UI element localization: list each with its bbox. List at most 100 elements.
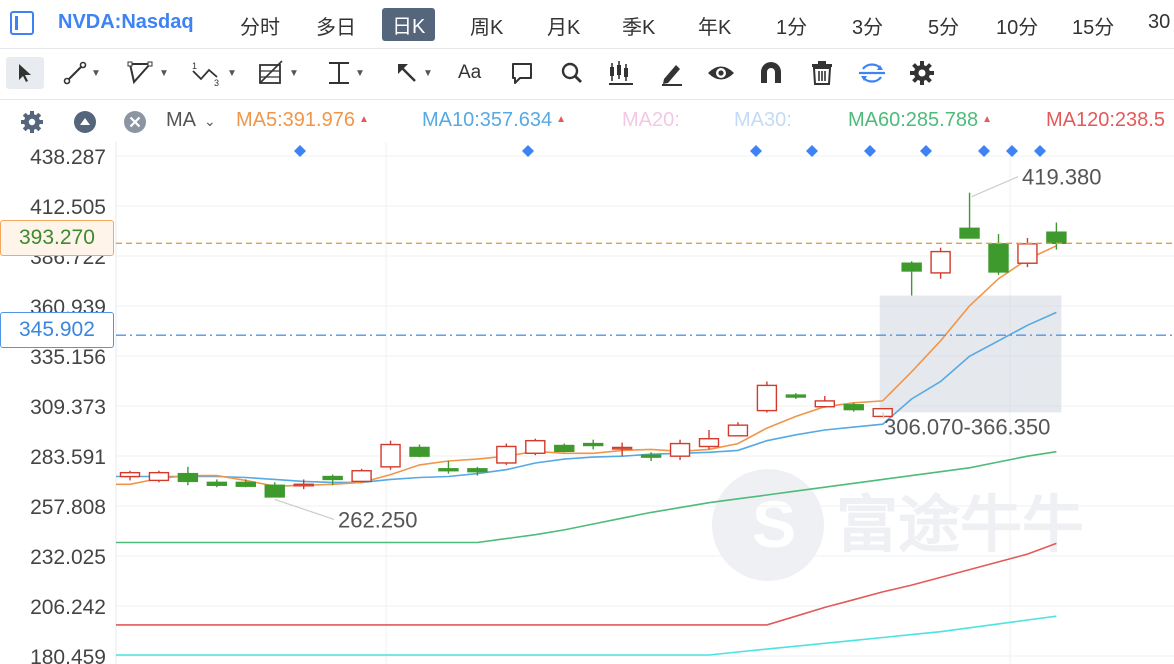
fibonacci-tool-icon[interactable]: ▼ [256,57,299,89]
sync-icon[interactable] [856,57,888,89]
cursor-icon[interactable] [6,57,44,89]
eye-icon[interactable] [706,57,736,89]
trash-icon[interactable] [808,57,836,89]
candle-down [322,475,343,481]
collapse-up-icon[interactable] [72,106,98,138]
magnet-icon[interactable] [756,57,786,89]
line-tool-icon[interactable]: ▼ [62,57,101,89]
stock-symbol[interactable]: NVDA:Nasdaq [58,11,194,33]
tab-weekly-k[interactable]: 周K [470,17,504,39]
ma10-line [116,311,1057,484]
candle-down [785,394,807,398]
tab-15min[interactable]: 15分 [1072,17,1115,39]
y-tick-label: 180.459 [30,646,106,664]
range-label: 306.070-366.350 [884,414,1050,439]
tab-yearly-k[interactable]: 年K [698,17,732,39]
candle-up [351,470,372,483]
search-icon[interactable] [558,57,586,89]
candle-up [930,250,951,274]
gear-icon[interactable] [908,57,936,89]
ma250-line [116,615,1057,656]
event-marker [1034,145,1046,157]
candle-up [293,483,314,487]
candle-up [727,424,749,437]
wave-tool-icon[interactable]: 1 3 ▼ [192,61,237,87]
candle-down [206,481,228,486]
chart-panel-icon[interactable] [10,11,34,35]
comment-icon[interactable] [508,57,536,89]
indicator-icon[interactable] [606,57,636,89]
tab-daily-k[interactable]: 日K [382,8,436,41]
candle-down [1046,231,1067,245]
candle-down [583,442,604,447]
candle-down [843,404,864,411]
tab-5min[interactable]: 5分 [928,17,960,39]
text-tool-icon[interactable]: Aa [458,62,482,83]
range-highlight [879,295,1062,413]
y-tick-label: 412.505 [30,196,106,219]
candle-down [438,468,459,472]
reference-price-tag: 345.902 [0,312,114,348]
event-marker [806,145,818,157]
candle-up [380,443,401,468]
ma5-value[interactable]: MA5:391.976 ▲ [236,109,369,131]
drawing-toolbar: ▼ ▼ 1 3 ▼ ▼ ▼ ▼ Aa [0,49,1174,100]
tab-multi-day[interactable]: 多日 [316,17,356,39]
tab-10min[interactable]: 10分 [996,17,1039,39]
up-triangle-icon: ▲ [358,114,369,125]
chart-overlays: 419.380 262.250 306.070-366.350 [116,145,1174,532]
candlestick-chart[interactable]: S 富途牛牛 438.287412.505386.722360.939335.1… [0,142,1174,664]
period-tab-bar: NVDA:Nasdaq 分时 多日 日K 周K 月K 季K 年K 1分 3分 5… [0,0,1174,49]
event-marker [978,145,990,157]
candle-down [264,484,285,498]
candle-down [901,262,922,272]
y-tick-label: 309.373 [30,396,106,419]
event-marker [750,145,762,157]
candle-down [177,472,199,483]
chart-grid [115,142,1174,664]
ma20-value[interactable]: MA20: [622,109,680,131]
arrow-tool-icon[interactable]: ▼ [394,57,433,89]
current-price-tag: 393.270 [0,220,114,256]
event-marker [1006,145,1018,157]
y-tick-label: 283.591 [30,446,106,469]
horizontal-line-icon[interactable]: ▼ [329,62,365,84]
indicator-settings-icon[interactable] [18,106,46,138]
svg-text:1: 1 [192,61,197,71]
tab-intraday[interactable]: 分时 [240,17,280,39]
svg-text:富途牛牛: 富途牛牛 [836,491,1084,560]
up-triangle-icon: ▲ [982,114,993,125]
tab-quarterly-k[interactable]: 季K [622,17,656,39]
y-tick-label: 232.025 [30,546,106,569]
y-tick-label: 206.242 [30,596,106,619]
candles [119,192,1067,498]
ma120-line [116,542,1057,626]
ma-lines [116,245,1057,656]
ma30-value[interactable]: MA30: [734,109,792,131]
polygon-tool-icon[interactable]: ▼ [126,57,169,89]
tab-monthly-k[interactable]: 月K [547,17,581,39]
y-axis: 438.287412.505386.722360.939335.156309.3… [30,146,106,664]
candle-up [814,400,835,408]
candle-down [959,227,980,239]
event-marker [522,145,534,157]
high-leader-line [971,176,1019,198]
candle-down [467,468,488,473]
ma10-value[interactable]: MA10:357.634 ▲ [422,109,567,131]
ma-selector[interactable]: MA ⌄ [166,109,216,131]
candle-down [640,454,662,458]
close-icon[interactable] [122,106,148,138]
ma120-value[interactable]: MA120:238.5 [1046,109,1165,131]
candle-up [669,442,691,457]
tab-30min[interactable]: 30 [1148,11,1171,33]
pen-icon[interactable] [658,57,686,89]
event-marker [920,145,932,157]
tab-1min[interactable]: 1分 [776,17,808,39]
y-tick-label: 335.156 [30,346,106,369]
candle-down [554,444,575,453]
ma60-value[interactable]: MA60:285.788 ▲ [848,109,993,131]
candle-down [409,446,430,457]
high-price-label: 419.380 [1022,165,1102,190]
range-leader-line [882,412,885,419]
tab-3min[interactable]: 3分 [852,17,884,39]
